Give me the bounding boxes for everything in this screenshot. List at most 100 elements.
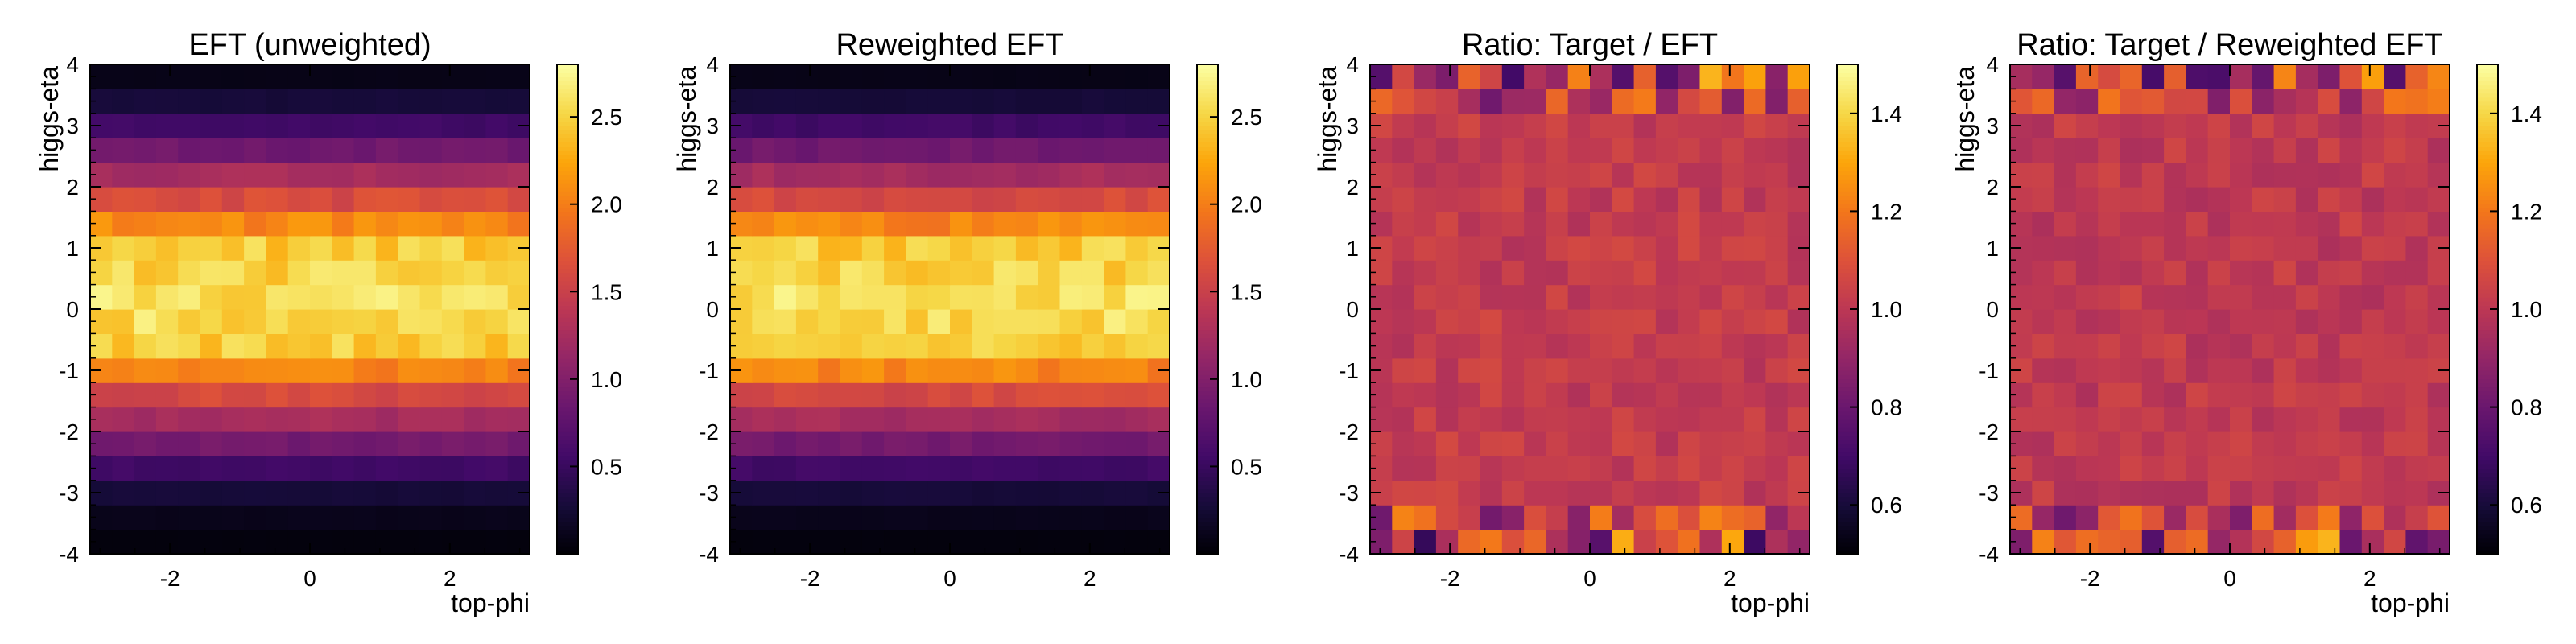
heatmap-cell [2032, 309, 2055, 334]
heatmap-cell [464, 211, 486, 237]
heatmap-cell [1655, 480, 1678, 506]
colorbar-segment [557, 121, 578, 126]
heatmap-cell [840, 162, 863, 188]
heatmap-cell [795, 333, 819, 359]
colorbar-segment [557, 76, 578, 82]
heatmap-cell [2273, 138, 2297, 163]
heatmap-cell [353, 64, 377, 89]
heatmap-cell [1038, 529, 1061, 555]
heatmap-cell [2295, 456, 2318, 481]
heatmap-cell [332, 480, 355, 506]
heatmap-cell [1480, 138, 1503, 163]
heatmap-cell [1125, 407, 1149, 432]
heatmap-cell [1590, 407, 1612, 432]
colorbar-segment [1197, 460, 1218, 465]
colorbar-segment [2477, 436, 2498, 440]
heatmap-cell [1015, 505, 1038, 530]
heatmap-cell [1721, 407, 1744, 432]
heatmap-cell [266, 456, 289, 481]
heatmap-cell [2405, 505, 2429, 530]
heatmap-cell [1435, 284, 1459, 310]
heatmap-cell [155, 162, 179, 188]
colorbar-segment [1197, 513, 1218, 518]
heatmap-cell [2032, 333, 2055, 359]
heatmap-cell [398, 64, 421, 89]
heatmap-cell [2427, 211, 2450, 237]
colorbar-segment [1837, 174, 1858, 180]
y-axis-label: higgs-eta [35, 66, 64, 172]
heatmap-cell [1125, 260, 1149, 286]
y-tick-label: 1 [1346, 236, 1359, 261]
colorbar-segment [557, 248, 578, 253]
heatmap-cell [1435, 431, 1459, 456]
heatmap-cell [972, 505, 995, 530]
heatmap-cell [1038, 357, 1061, 383]
heatmap-cell [332, 431, 355, 456]
heatmap-cell [1435, 357, 1459, 383]
heatmap-cell [993, 64, 1017, 89]
heatmap-cell [2120, 211, 2143, 237]
heatmap-cell [884, 162, 906, 188]
heatmap-cell [2252, 89, 2275, 114]
heatmap-cell [840, 138, 863, 163]
heatmap-cell [441, 211, 464, 237]
heatmap-cell [950, 113, 972, 138]
heatmap-cell [2230, 162, 2252, 188]
heatmap-cell [1721, 211, 1744, 237]
heatmap-cell [178, 480, 201, 506]
heatmap-cell [2141, 89, 2165, 114]
heatmap-cell [2186, 382, 2209, 408]
heatmap-cell [927, 456, 951, 481]
heatmap-cell [112, 480, 135, 506]
heatmap-cell [1038, 456, 1061, 481]
heatmap-cell [1612, 235, 1635, 261]
heatmap-cell [332, 113, 355, 138]
heatmap-cell [1678, 505, 1701, 530]
heatmap-cell [2054, 260, 2077, 286]
heatmap-cell [1546, 284, 1569, 310]
colorbar-segment [557, 386, 578, 392]
y-tick-label: 0 [706, 297, 719, 322]
heatmap-cell [441, 431, 464, 456]
heatmap-cell [1721, 284, 1744, 310]
colorbar-segment [557, 304, 578, 310]
colorbar-segment [1197, 517, 1218, 522]
heatmap-cell [441, 113, 464, 138]
heatmap-cell [200, 505, 223, 530]
heatmap-cell [2032, 162, 2055, 188]
heatmap-cell [1678, 456, 1701, 481]
heatmap-cell [774, 162, 797, 188]
heatmap-cell [1744, 138, 1766, 163]
heatmap-cell [375, 138, 398, 163]
colorbar-segment [1197, 398, 1218, 404]
heatmap-cell [1059, 357, 1083, 383]
heatmap-cell [1524, 505, 1546, 530]
colorbar-segment [1837, 121, 1858, 126]
heatmap-cell [861, 333, 885, 359]
heatmap-cell [2252, 431, 2275, 456]
colorbar-segment [2477, 415, 2498, 420]
heatmap-cell [244, 89, 266, 114]
heatmap-cell [2339, 64, 2363, 89]
heatmap-cell [221, 357, 245, 383]
heatmap-cell [2098, 333, 2121, 359]
heatmap-cell [1655, 187, 1678, 212]
heatmap-cell [1721, 89, 1744, 114]
heatmap-cell [818, 284, 841, 310]
heatmap-cell [1458, 505, 1481, 530]
colorbar-segment [1837, 329, 1858, 335]
colorbar-segment [1837, 386, 1858, 392]
heatmap-cell [178, 138, 201, 163]
heatmap-cell [2186, 260, 2209, 286]
heatmap-cell [2207, 235, 2231, 261]
heatmap-cell [398, 235, 421, 261]
heatmap-cell [906, 309, 929, 334]
heatmap-cell [1721, 333, 1744, 359]
colorbar-segment [1837, 256, 1858, 261]
heatmap-cell [155, 309, 179, 334]
heatmap-cell [2339, 456, 2363, 481]
heatmap-cell [927, 162, 951, 188]
heatmap-cell [2318, 407, 2341, 432]
heatmap-cell [200, 235, 223, 261]
